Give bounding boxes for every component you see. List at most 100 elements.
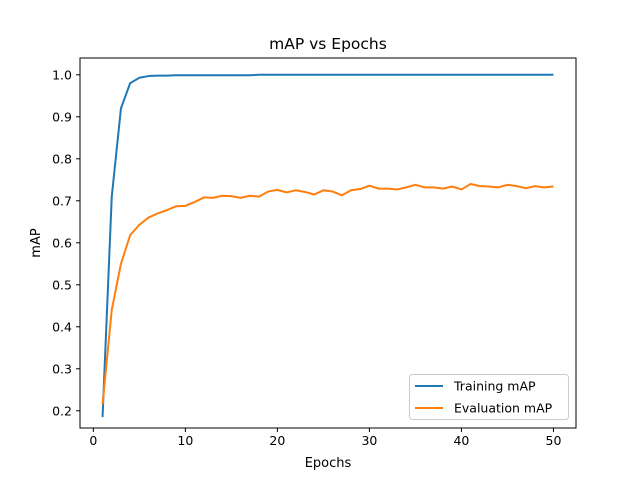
data-point-0-45 [516,74,518,76]
data-point-0-44 [506,74,508,76]
data-point-0-27 [350,74,352,76]
data-point-0-16 [249,74,251,76]
data-point-1-41 [479,185,481,187]
data-point-1-8 [175,205,177,207]
data-point-0-29 [368,74,370,76]
data-point-0-39 [460,74,462,76]
data-point-1-5 [148,217,150,219]
legend: Training mAP Evaluation mAP [409,374,569,420]
data-point-0-19 [276,74,278,76]
data-point-0-23 [313,74,315,76]
x-tick-label: 0 [89,433,97,448]
data-point-1-48 [543,186,545,188]
data-point-0-24 [322,74,324,76]
x-axis-label: Epochs [305,456,352,471]
data-point-0-11 [203,74,205,76]
data-point-1-35 [424,186,426,188]
data-point-0-8 [175,74,177,76]
data-point-1-23 [313,193,315,195]
x-tick-label: 30 [361,433,377,448]
plot-frame [79,57,577,429]
data-point-0-20 [286,74,288,76]
data-point-1-37 [442,188,444,190]
data-point-0-26 [341,74,343,76]
y-tick-label: 0.3 [52,361,72,376]
y-tick-label: 0.2 [52,403,72,418]
data-point-1-40 [470,183,472,185]
data-point-1-9 [184,205,186,207]
data-point-0-25 [332,74,334,76]
data-point-1-44 [506,184,508,186]
data-point-0-18 [267,74,269,76]
data-point-0-12 [212,74,214,76]
y-tick-label: 0.4 [52,319,72,334]
data-point-1-18 [267,191,269,193]
data-point-1-22 [304,191,306,193]
data-point-0-2 [120,107,122,109]
data-point-0-42 [488,74,490,76]
series-line-1 [101,182,554,405]
data-point-1-34 [414,184,416,186]
data-point-0-7 [166,75,168,77]
data-point-0-28 [359,74,361,76]
data-point-1-16 [249,195,251,197]
data-point-0-46 [525,74,527,76]
data-point-0-31 [387,74,389,76]
data-point-0-21 [295,74,297,76]
legend-label-training: Training mAP [453,379,536,394]
data-point-1-17 [258,196,260,198]
data-point-0-34 [414,74,416,76]
data-point-1-1 [111,309,113,311]
data-point-1-7 [166,209,168,211]
data-point-1-13 [221,195,223,197]
x-axis: 0 10 20 30 40 50 [89,428,561,448]
data-point-0-49 [552,74,554,76]
y-axis: 0.2 0.3 0.4 0.5 0.6 0.7 0.8 0.9 1.0 [52,67,80,418]
data-point-0-48 [543,74,545,76]
data-point-1-49 [552,186,554,188]
y-tick-label: 1.0 [52,67,72,82]
y-tick-label: 0.6 [52,235,72,250]
y-tick-label: 0.7 [52,193,72,208]
data-point-1-10 [194,201,196,203]
y-tick-label: 0.5 [52,277,72,292]
data-point-1-42 [488,186,490,188]
data-point-1-11 [203,196,205,198]
data-point-0-41 [479,74,481,76]
data-point-1-31 [387,188,389,190]
x-tick-label: 10 [177,433,193,448]
data-point-0-3 [129,82,131,84]
x-tick-label: 50 [546,433,562,448]
data-point-0-30 [378,74,380,76]
data-point-0-38 [451,74,453,76]
data-point-1-38 [451,186,453,188]
data-point-0-0 [102,416,104,418]
data-point-1-32 [396,188,398,190]
data-point-0-5 [148,75,150,77]
data-point-0-40 [470,74,472,76]
data-point-0-4 [138,77,140,79]
data-point-1-24 [322,189,324,191]
data-point-0-32 [396,74,398,76]
data-point-1-30 [378,188,380,190]
data-point-1-46 [525,187,527,189]
data-point-1-19 [276,189,278,191]
data-point-1-21 [295,189,297,191]
data-point-1-36 [433,186,435,188]
x-tick-label: 40 [453,433,469,448]
data-point-1-3 [129,234,131,236]
data-point-1-27 [350,189,352,191]
data-point-1-39 [460,188,462,190]
y-tick-label: 0.9 [52,109,72,124]
data-point-0-36 [433,74,435,76]
data-point-1-43 [497,186,499,188]
data-point-1-33 [405,186,407,188]
data-point-0-6 [157,75,159,77]
data-point-0-37 [442,74,444,76]
data-point-1-29 [368,185,370,187]
data-point-0-47 [534,74,536,76]
data-point-0-35 [424,74,426,76]
data-point-1-12 [212,197,214,199]
data-point-0-10 [194,74,196,76]
